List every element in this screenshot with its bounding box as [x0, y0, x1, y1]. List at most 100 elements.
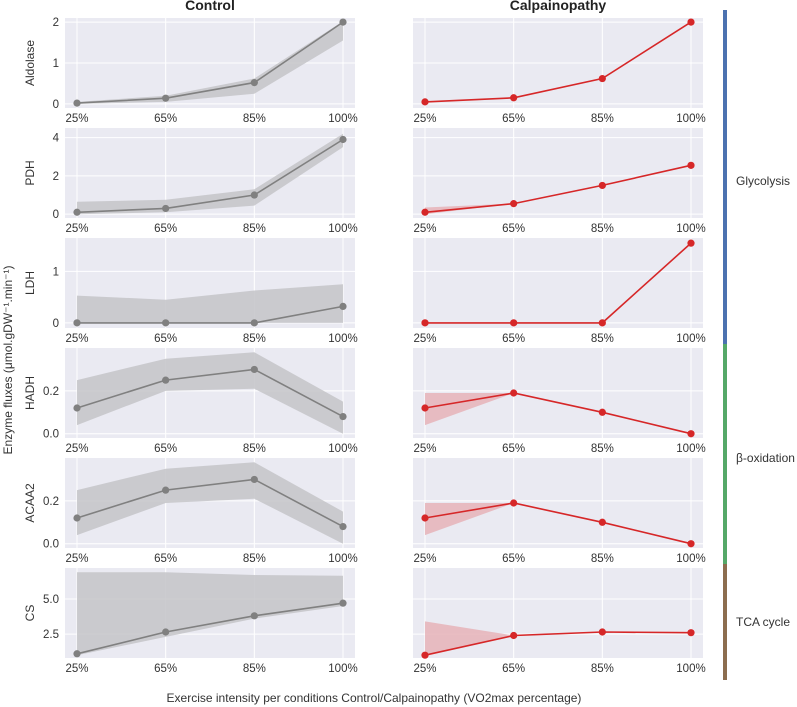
cs-control-panel: 25% 65% 85% 100% 2.5 5.0 CS — [23, 568, 358, 675]
x-tick-label: 25% — [65, 443, 88, 455]
tca-cycle-label: TCA cycle — [736, 615, 790, 629]
hadh-control-panel: 25% 65% 85% 100% 0.0 0.2 HADH — [23, 348, 358, 455]
enzyme-label: CS — [23, 605, 37, 622]
calpainopathy-data-point — [421, 514, 429, 522]
x-tick-label: 100% — [328, 443, 357, 455]
calpainopathy-data-point — [687, 239, 695, 247]
enzyme-label: ACAA2 — [23, 483, 37, 523]
x-tick-label: 100% — [676, 333, 705, 345]
x-tick-label: 85% — [243, 553, 266, 565]
calpainopathy-series-line — [424, 631, 692, 656]
x-tick-label: 85% — [243, 663, 266, 675]
calpainopathy-data-point — [510, 499, 518, 507]
x-tick-label: 65% — [154, 223, 177, 235]
control-data-point — [162, 319, 170, 327]
control-series-line — [76, 138, 344, 214]
control-data-point — [250, 612, 258, 620]
control-data-point — [339, 522, 347, 531]
enzyme-label: Aldolase — [23, 40, 37, 86]
pdh-calpainopathy-panel: 25% 65% 85% 100% — [413, 128, 706, 235]
y-tick-label: 0.2 — [43, 386, 59, 398]
aldolase-control-panel: 25% 65% 85% 100% 0 1 2 Aldolase — [23, 17, 358, 125]
oxidation-bar — [723, 344, 727, 572]
y-tick-label: 5.0 — [43, 594, 59, 606]
control-series-line — [77, 305, 344, 324]
calpainopathy-data-point — [687, 430, 695, 438]
control-data-point — [162, 628, 170, 636]
x-tick-label: 65% — [502, 113, 525, 125]
control-confidence-band — [77, 21, 343, 104]
control-data-point — [73, 404, 81, 412]
enzyme-label: PDH — [23, 160, 37, 185]
x-tick-label: 100% — [328, 223, 357, 235]
calpainopathy-confidence-band — [425, 503, 691, 544]
x-tick-label: 65% — [502, 333, 525, 345]
control-data-point — [73, 208, 81, 216]
control-data-point — [339, 135, 347, 144]
calpainopathy-data-point — [510, 389, 518, 397]
x-tick-label: 100% — [676, 663, 705, 675]
control-data-point — [73, 319, 81, 327]
x-tick-label: 65% — [502, 663, 525, 675]
x-tick-label: 25% — [65, 663, 88, 675]
calpainopathy-data-point — [687, 18, 695, 26]
calpainopathy-data-point — [598, 408, 606, 416]
control-data-point — [339, 302, 347, 310]
calpainopathy-data-point — [510, 200, 518, 208]
glycolysis-bar — [723, 10, 727, 352]
acaa2-control-panel: 25% 65% 85% 100% 0.0 0.2 ACAA2 — [23, 458, 358, 565]
x-tick-label: 65% — [502, 443, 525, 455]
x-tick-label: 65% — [154, 663, 177, 675]
y-tick-label: 2 — [53, 17, 59, 29]
calpainopathy-data-point — [687, 161, 695, 169]
calpainopathy-data-point — [598, 518, 606, 526]
calpainopathy-data-point — [510, 319, 518, 327]
x-tick-label: 85% — [591, 443, 614, 455]
x-tick-label: 100% — [676, 223, 705, 235]
control-series-line — [76, 21, 344, 104]
control-confidence-band — [77, 352, 343, 434]
control-data-point — [162, 204, 170, 213]
x-tick-label: 85% — [243, 443, 266, 455]
x-tick-label: 65% — [154, 333, 177, 345]
x-tick-label: 65% — [154, 553, 177, 565]
x-tick-label: 65% — [502, 553, 525, 565]
control-data-point — [250, 79, 258, 87]
x-tick-label: 100% — [328, 663, 357, 675]
x-tick-label: 65% — [154, 113, 177, 125]
aldolase-calpainopathy-panel: 25% 65% 85% 100% — [413, 18, 706, 125]
x-axis-label: Exercise intensity per conditions Contro… — [167, 691, 582, 705]
control-data-point — [162, 94, 170, 102]
x-tick-label: 65% — [502, 223, 525, 235]
x-tick-label: 85% — [243, 113, 266, 125]
control-confidence-band — [77, 572, 343, 656]
control-confidence-band — [77, 133, 343, 215]
x-tick-label: 85% — [243, 333, 266, 345]
y-tick-label: 0 — [53, 99, 59, 111]
y-tick-label: 0 — [53, 318, 59, 330]
control-data-point — [250, 475, 258, 484]
x-tick-label: 25% — [413, 553, 436, 565]
calpainopathy-series-line — [424, 21, 692, 103]
oxidation-label: β-oxidation — [736, 451, 795, 465]
control-series-line — [76, 478, 344, 528]
x-tick-label: 65% — [154, 443, 177, 455]
calpainopathy-data-point — [421, 404, 429, 412]
control-column-title: Control — [185, 0, 235, 13]
calpainopathy-data-point — [421, 98, 429, 106]
calpainopathy-series-line — [424, 392, 692, 435]
calpainopathy-confidence-band — [425, 621, 691, 656]
x-tick-label: 25% — [413, 663, 436, 675]
control-data-point — [339, 18, 347, 26]
control-data-point — [73, 514, 81, 522]
calpainopathy-confidence-band — [425, 393, 691, 434]
control-series-line — [76, 368, 344, 418]
control-data-point — [339, 599, 347, 607]
control-data-point — [162, 486, 170, 494]
panel-background — [413, 238, 703, 328]
calpainopathy-series-line — [424, 164, 692, 214]
y-axis-label: Enzyme fluxes (μmol.gDW⁻¹.min⁻¹) — [1, 266, 15, 455]
control-confidence-band — [77, 462, 343, 544]
enzyme-label: LDH — [23, 271, 37, 295]
